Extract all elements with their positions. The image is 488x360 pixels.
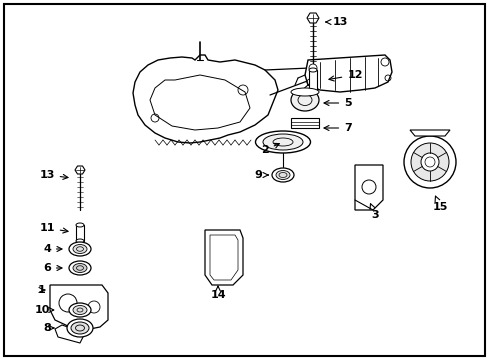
Polygon shape (150, 75, 249, 130)
Ellipse shape (290, 88, 318, 96)
Ellipse shape (403, 136, 455, 188)
Ellipse shape (69, 303, 91, 317)
Text: 15: 15 (431, 196, 447, 212)
Text: 7: 7 (324, 123, 351, 133)
Text: 12: 12 (328, 70, 362, 81)
Polygon shape (305, 55, 391, 92)
Ellipse shape (69, 261, 91, 275)
Polygon shape (409, 130, 449, 136)
Ellipse shape (73, 306, 87, 315)
Text: 4: 4 (43, 244, 62, 254)
Text: 13: 13 (39, 170, 68, 180)
Text: 10: 10 (34, 305, 54, 315)
Polygon shape (354, 165, 382, 210)
Text: 3: 3 (369, 204, 378, 220)
Polygon shape (55, 325, 85, 343)
Polygon shape (204, 230, 243, 285)
Text: 8: 8 (43, 323, 54, 333)
Polygon shape (133, 55, 278, 143)
Polygon shape (50, 285, 108, 330)
Ellipse shape (308, 68, 316, 72)
Text: 5: 5 (324, 98, 351, 108)
Ellipse shape (420, 153, 438, 171)
Polygon shape (306, 13, 318, 23)
Ellipse shape (410, 143, 448, 181)
Text: 2: 2 (261, 143, 279, 155)
Ellipse shape (73, 244, 87, 253)
Text: 13: 13 (325, 17, 347, 27)
Ellipse shape (271, 168, 293, 182)
Ellipse shape (67, 319, 93, 337)
Ellipse shape (69, 242, 91, 256)
Text: 1: 1 (38, 285, 46, 295)
Text: 9: 9 (254, 170, 267, 180)
Ellipse shape (73, 264, 87, 273)
Ellipse shape (275, 171, 289, 180)
Polygon shape (75, 166, 85, 174)
Text: 14: 14 (210, 286, 225, 300)
Text: 6: 6 (43, 263, 62, 273)
Ellipse shape (255, 131, 310, 153)
Ellipse shape (76, 239, 84, 243)
Ellipse shape (308, 90, 316, 94)
Ellipse shape (71, 322, 89, 334)
Polygon shape (290, 118, 318, 128)
Ellipse shape (290, 89, 318, 111)
Polygon shape (76, 225, 84, 241)
Text: 11: 11 (39, 223, 68, 233)
Polygon shape (308, 70, 316, 92)
Ellipse shape (76, 223, 84, 227)
Ellipse shape (263, 134, 303, 150)
